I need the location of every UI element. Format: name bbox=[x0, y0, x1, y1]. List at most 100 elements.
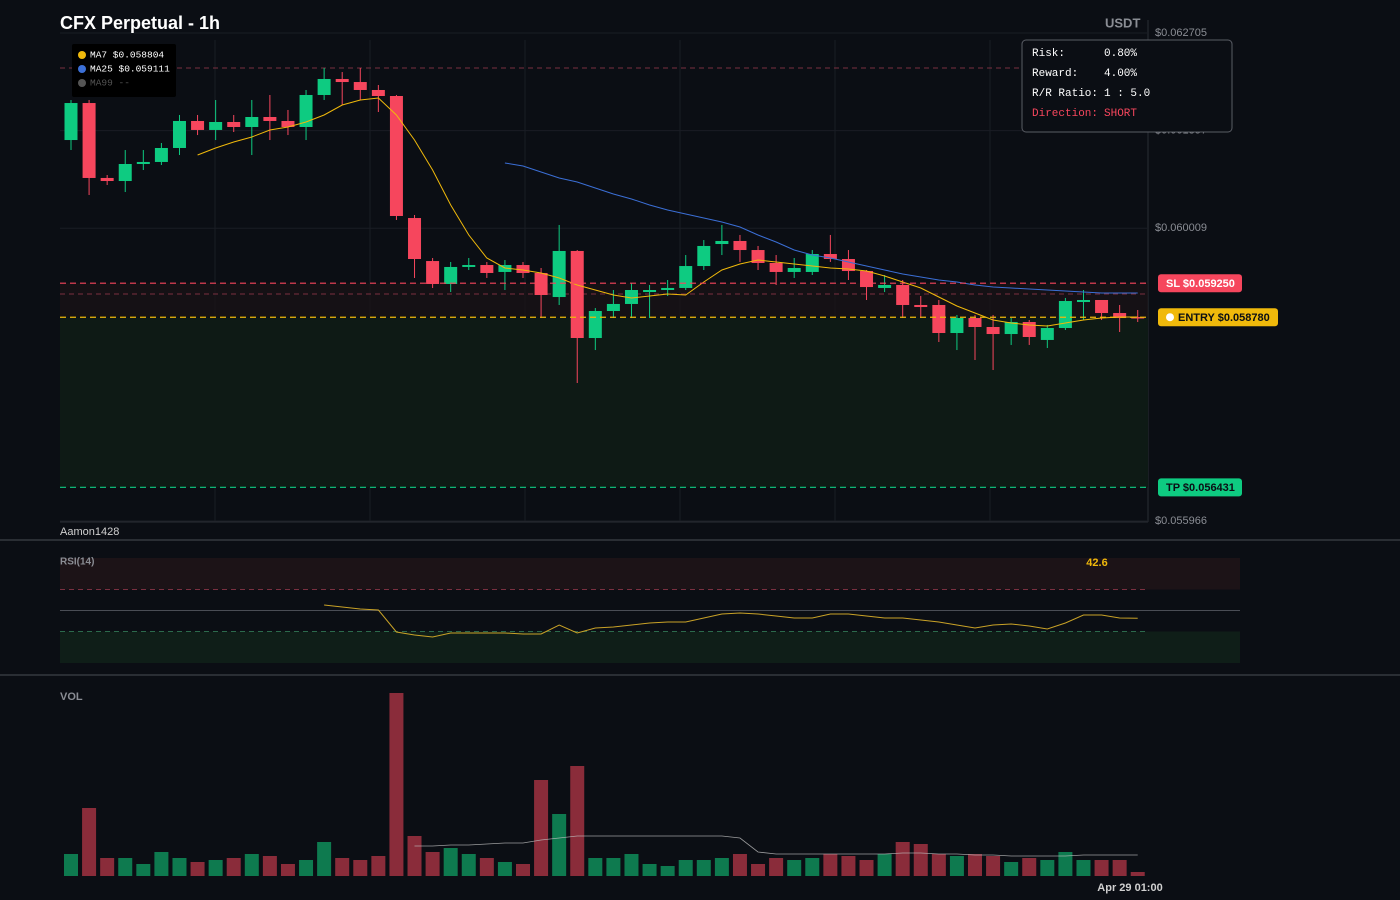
volume-bar bbox=[262, 856, 277, 876]
candle-body bbox=[1131, 317, 1145, 319]
info-panel bbox=[1021, 39, 1233, 133]
candle-body bbox=[281, 120, 295, 127]
candle-body bbox=[1040, 328, 1054, 340]
chart-title: CFX Perpetual - 1h bbox=[60, 13, 220, 33]
y-tick-label: $0.060009 bbox=[1155, 222, 1207, 234]
currency: USDT bbox=[1105, 15, 1140, 30]
volume-bar bbox=[479, 858, 494, 876]
candle-body bbox=[227, 121, 241, 127]
volume-bar bbox=[244, 854, 259, 876]
volume-bar bbox=[371, 856, 386, 876]
take-profit-zone bbox=[60, 317, 1148, 488]
volume-bar bbox=[552, 814, 567, 876]
volume-bar bbox=[208, 860, 223, 876]
candle-body bbox=[335, 78, 349, 83]
volume-bar bbox=[172, 858, 187, 876]
volume-bar bbox=[64, 854, 78, 876]
candle-body bbox=[462, 265, 476, 267]
candle-body bbox=[299, 94, 313, 127]
candle-body bbox=[823, 254, 837, 260]
candle-body bbox=[679, 266, 693, 288]
moving-average-line bbox=[504, 162, 1138, 294]
volume-bar bbox=[516, 864, 530, 876]
candle-body bbox=[191, 120, 205, 130]
legend-dot bbox=[78, 65, 86, 73]
level-label-box bbox=[1158, 478, 1242, 497]
volume-title: VOL bbox=[60, 691, 83, 703]
moving-average-line bbox=[197, 97, 1138, 327]
candle-body bbox=[1058, 301, 1072, 329]
candle-body bbox=[245, 117, 259, 127]
volume-bar bbox=[389, 693, 404, 876]
volume-bar bbox=[425, 852, 440, 876]
volume-bar bbox=[335, 858, 350, 876]
y-tick-label: $0.055966 bbox=[1155, 515, 1207, 527]
candle-body bbox=[444, 266, 458, 284]
rsi-oversold-zone bbox=[60, 631, 1240, 663]
level-label-box bbox=[1158, 308, 1278, 327]
volume-bar bbox=[968, 854, 982, 876]
candle-body bbox=[697, 245, 711, 267]
overlay-layer: SL $0.059250 ENTRY $0.058780 TP $0.056431 M… bbox=[78, 48, 1278, 497]
candle-body bbox=[534, 272, 548, 295]
volume-bar bbox=[823, 854, 838, 876]
volume-bar bbox=[534, 780, 549, 876]
level-label: TP $0.056431 bbox=[1166, 482, 1235, 494]
candle-body bbox=[209, 121, 223, 130]
volume-ma-line bbox=[414, 835, 1138, 857]
volume-bar bbox=[317, 842, 332, 876]
candle-body bbox=[986, 327, 1000, 335]
info-value: 4.00% bbox=[1104, 68, 1137, 80]
volume-bar bbox=[100, 858, 115, 876]
legend-entry: MA7 $0.058804 bbox=[90, 50, 164, 61]
volume-bar bbox=[299, 860, 314, 876]
volume-bar bbox=[226, 858, 241, 876]
candle-body bbox=[100, 177, 114, 182]
volume-bar bbox=[443, 848, 458, 876]
legend-dot bbox=[78, 51, 86, 59]
volume-bar bbox=[769, 858, 784, 876]
y-tick-label: $0.062705 bbox=[1155, 27, 1207, 39]
volume-bar bbox=[642, 864, 657, 876]
entry-dot bbox=[1166, 313, 1174, 322]
candle-body bbox=[426, 261, 440, 284]
legend-box bbox=[72, 44, 176, 97]
candle-body bbox=[733, 240, 747, 251]
candle-body bbox=[480, 265, 494, 273]
candle-body bbox=[896, 285, 910, 305]
candle-body bbox=[552, 250, 566, 298]
volume-bar bbox=[154, 852, 169, 876]
candle-body bbox=[715, 240, 729, 245]
volume-bar bbox=[913, 844, 928, 876]
candle-body bbox=[154, 147, 168, 162]
time-label: Apr 29 01:00 bbox=[1097, 882, 1162, 894]
volume-bar bbox=[353, 860, 368, 876]
volume-bar bbox=[497, 862, 512, 876]
volume-bar bbox=[82, 808, 97, 876]
candle-body bbox=[606, 303, 620, 311]
candle-body bbox=[751, 250, 765, 263]
info-key: R/R Ratio: bbox=[1032, 88, 1098, 100]
legend-dot bbox=[78, 79, 86, 87]
candle-body bbox=[878, 285, 892, 288]
candle-body bbox=[643, 289, 657, 293]
rsi-title: RSI(14) bbox=[60, 557, 94, 568]
candle-body bbox=[263, 117, 277, 121]
rsi-overbought-zone bbox=[60, 558, 1240, 590]
info-key: Risk: bbox=[1032, 48, 1065, 60]
candle-body bbox=[1095, 299, 1109, 314]
volume-bar bbox=[841, 856, 856, 876]
candle-body bbox=[408, 218, 422, 260]
volume-bar bbox=[1040, 860, 1055, 876]
volume-bar bbox=[678, 860, 693, 876]
candle-body bbox=[82, 103, 96, 178]
candle-body bbox=[570, 250, 584, 339]
volume-bar bbox=[895, 842, 910, 876]
rsi-value: 42.6 bbox=[1086, 557, 1107, 569]
candle-body bbox=[353, 82, 367, 90]
watermark: Aamon1428 bbox=[60, 526, 119, 538]
level-label: ENTRY $0.058780 bbox=[1178, 312, 1270, 324]
volume-bar bbox=[949, 856, 964, 876]
